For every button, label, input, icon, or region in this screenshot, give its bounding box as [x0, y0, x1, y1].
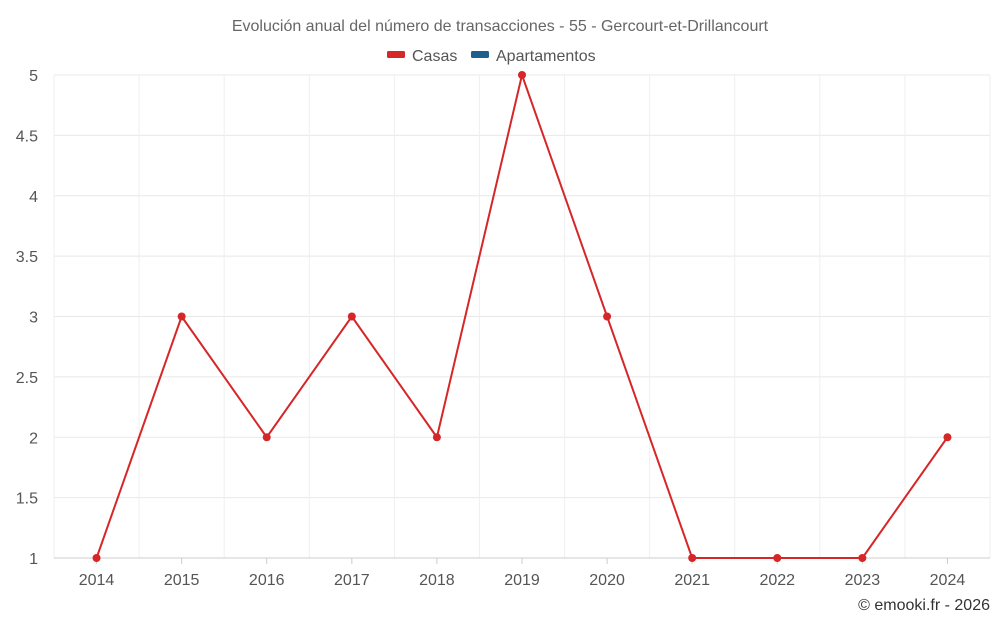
legend-item-casas[interactable]: Casas: [387, 48, 457, 65]
gridlines: [53, 74, 991, 559]
data-point-casas-2024[interactable]: [943, 433, 952, 442]
x-tick-label: 2018: [419, 572, 455, 589]
x-tick-label: 2023: [845, 572, 881, 589]
legend-item-apartamentos[interactable]: Apartamentos: [471, 48, 596, 65]
legend-swatch-apartamentos: [471, 51, 489, 58]
data-point-casas-2019[interactable]: [518, 71, 526, 79]
data-point-casas-2022[interactable]: [773, 554, 782, 562]
data-point-casas-2018[interactable]: [432, 433, 441, 442]
x-tick-label: 2020: [589, 572, 625, 589]
series-casas: [92, 71, 952, 562]
x-tick-label: 2017: [334, 572, 370, 589]
y-tick-label: 4: [29, 189, 38, 206]
legend-swatch-casas: [387, 51, 405, 58]
y-tick-label: 3: [29, 310, 38, 327]
x-tick-label: 2021: [674, 572, 710, 589]
x-axis-ticks: 2014 2015 2016 2017 2018 2019 2020 2021 2022 2023…: [79, 558, 966, 589]
x-tick-label: 2015: [164, 572, 200, 589]
x-tick-label: 2016: [249, 572, 285, 589]
legend: Casas Apartamentos: [387, 48, 596, 65]
y-tick-label: 3.5: [16, 249, 38, 266]
x-tick-label: 2022: [759, 572, 795, 589]
data-point-casas-2021[interactable]: [688, 554, 697, 562]
legend-label-casas: Casas: [412, 48, 457, 65]
y-tick-label: 1: [29, 551, 38, 568]
y-tick-label: 4.5: [16, 128, 38, 145]
data-point-casas-2020[interactable]: [603, 312, 612, 321]
credit-text: © emooki.fr - 2026: [858, 597, 990, 614]
data-point-casas-2023[interactable]: [858, 554, 867, 562]
data-point-casas-2017[interactable]: [347, 312, 356, 321]
x-tick-label: 2019: [504, 572, 540, 589]
x-tick-label: 2024: [930, 572, 966, 589]
x-tick-label: 2014: [79, 572, 115, 589]
y-tick-label: 1.5: [16, 491, 38, 508]
y-tick-label: 5: [29, 68, 38, 85]
y-tick-label: 2.5: [16, 370, 38, 387]
y-axis-ticks: 1 1.5 2 2.5 3 3.5 4 4.5 5: [16, 68, 38, 568]
y-tick-label: 2: [29, 430, 38, 447]
chart-title: Evolución anual del número de transaccio…: [232, 18, 769, 35]
data-point-casas-2015[interactable]: [177, 312, 186, 321]
legend-label-apartamentos: Apartamentos: [496, 48, 596, 65]
data-point-casas-2014[interactable]: [92, 554, 101, 562]
data-point-casas-2016[interactable]: [262, 433, 271, 442]
